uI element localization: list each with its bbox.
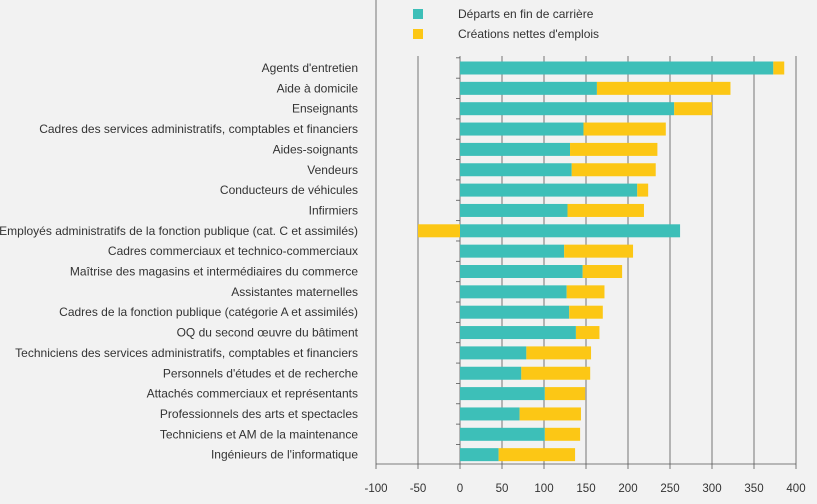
category-label: Maîtrise des magasins et intermédiaires …	[70, 265, 358, 279]
bar-departs	[460, 61, 774, 75]
legend-label: Créations nettes d'emplois	[458, 27, 599, 41]
category-label: Aide à domicile	[277, 81, 359, 95]
bar-departs	[460, 427, 545, 441]
bar-creations	[566, 285, 605, 299]
bar-creations	[544, 387, 586, 401]
x-axis: -100 -50 0 50 100 150 200 250 300 350 400	[364, 463, 806, 495]
category-label: Techniciens des services administratifs,…	[15, 346, 358, 360]
bar-creations	[521, 366, 591, 380]
bar-creations	[637, 183, 649, 197]
bar-departs	[460, 203, 568, 217]
x-tick-label: 350	[744, 483, 763, 495]
category-label: Assistantes maternelles	[231, 285, 358, 299]
legend-swatch	[413, 29, 423, 39]
x-tick-label: 400	[786, 483, 805, 495]
category-label: Cadres des services administratifs, comp…	[39, 122, 358, 136]
x-tick-label: 100	[534, 483, 553, 495]
x-tick-label: 300	[702, 483, 721, 495]
bar-creations	[567, 203, 644, 217]
bar-departs	[460, 163, 572, 177]
x-tick-label: 50	[496, 483, 509, 495]
bar-departs	[460, 346, 527, 360]
category-label: Professionnels des arts et spectacles	[160, 407, 358, 421]
category-label: Ingénieurs de l'informatique	[211, 448, 358, 462]
bar-creations	[564, 244, 634, 258]
bar-creations	[596, 81, 731, 95]
bar-departs	[460, 183, 638, 197]
category-label: Employés administratifs de la fonction p…	[0, 224, 358, 238]
legend-label: Départs en fin de carrière	[458, 7, 594, 21]
bar-creations	[526, 346, 592, 360]
bar-departs	[460, 142, 571, 156]
bar-creations	[583, 122, 666, 136]
category-label: Agents d'entretien	[262, 61, 358, 75]
bar-departs	[460, 407, 520, 421]
category-label: Enseignants	[292, 102, 358, 116]
x-tick-label: 200	[618, 483, 637, 495]
category-label: Cadres commerciaux et technico-commercia…	[108, 244, 358, 258]
bar-creations	[519, 407, 581, 421]
bar-departs	[460, 305, 570, 319]
category-label: OQ du second œuvre du bâtiment	[177, 326, 359, 340]
x-tick-label: 0	[457, 483, 463, 495]
bar-departs	[460, 326, 576, 340]
category-label: Techniciens et AM de la maintenance	[160, 427, 358, 441]
bar-departs	[460, 366, 522, 380]
bar-creations	[582, 265, 623, 278]
category-label: Infirmiers	[309, 203, 358, 217]
category-label: Conducteurs de véhicules	[220, 183, 358, 197]
bar-departs	[460, 387, 545, 401]
bar-creations	[575, 326, 600, 340]
bar-departs	[460, 244, 565, 258]
x-tick-label: -100	[364, 483, 387, 495]
bar-departs	[460, 265, 583, 278]
bar-departs	[460, 224, 681, 238]
bar-creations	[674, 102, 712, 116]
category-labels: Agents d'entretien Aide à domicile Enseign…	[0, 61, 359, 462]
bar-creations	[569, 305, 603, 319]
x-tick-label: 250	[660, 483, 679, 495]
category-label: Vendeurs	[307, 163, 358, 177]
bar-creations	[418, 224, 460, 238]
bars	[418, 61, 785, 462]
category-label: Attachés commerciaux et représentants	[147, 387, 358, 401]
bar-departs	[460, 285, 567, 299]
bar-creations	[773, 61, 785, 75]
category-label: Personnels d'études et de recherche	[163, 366, 358, 380]
bar-departs	[460, 448, 499, 462]
bar-departs	[460, 122, 584, 136]
category-label: Cadres de la fonction publique (catégori…	[59, 305, 358, 319]
legend-swatch	[413, 9, 423, 19]
bar-creations	[544, 427, 581, 441]
category-label: Aides-soignants	[273, 142, 358, 156]
bar-creations	[498, 448, 576, 462]
x-tick-label: -50	[410, 483, 427, 495]
legend: Départs en fin de carrière Créations nett…	[413, 7, 599, 41]
bar-creations	[570, 142, 658, 156]
bar-creations	[571, 163, 656, 177]
bar-departs	[460, 102, 675, 116]
bar-departs	[460, 81, 597, 95]
x-tick-label: 150	[576, 483, 595, 495]
